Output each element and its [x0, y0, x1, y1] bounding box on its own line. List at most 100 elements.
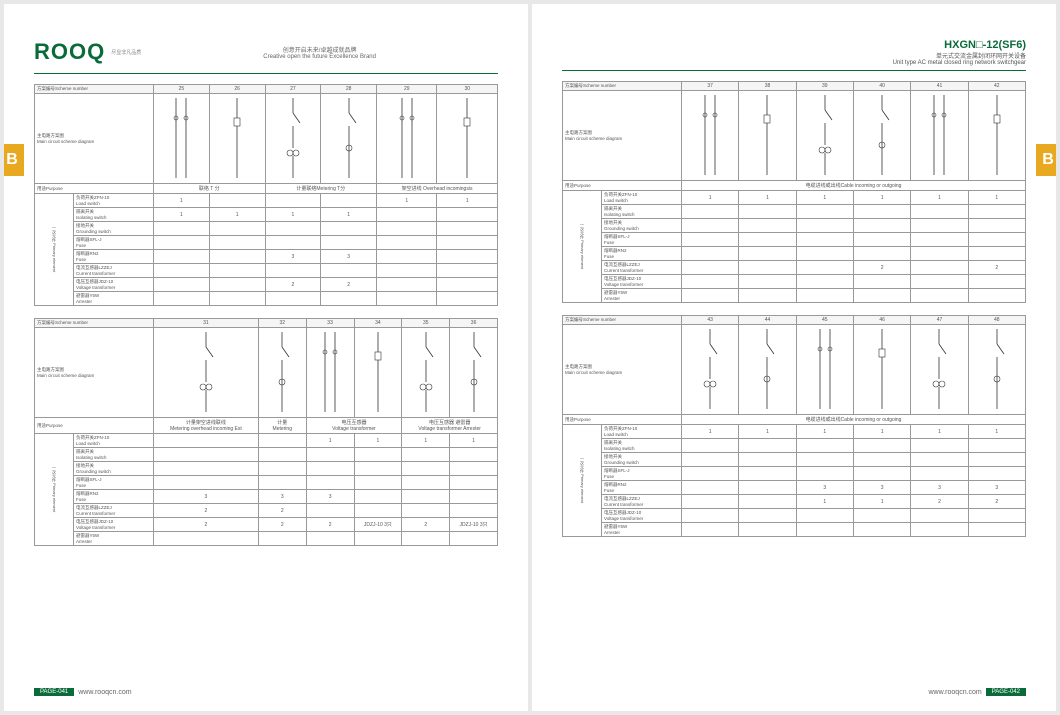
- data-cell: 1: [402, 434, 450, 448]
- data-cell: [796, 233, 853, 247]
- purpose-cell: 电压互感器Voltage transformer: [306, 418, 402, 434]
- page-number: PAGE-041: [34, 688, 74, 696]
- data-cell: [911, 261, 968, 275]
- data-cell: [306, 476, 354, 490]
- circuit-diagram: [739, 91, 796, 181]
- data-cell: 1: [968, 191, 1025, 205]
- data-cell: [437, 208, 498, 222]
- data-cell: 1: [911, 191, 968, 205]
- data-cell: 1: [739, 191, 796, 205]
- purpose-cell: 计量联络Metering T分: [265, 184, 377, 194]
- data-cell: [968, 439, 1025, 453]
- data-cell: [437, 222, 498, 236]
- purpose-cell: 电缆进线或出线Cable incoming or outgoing: [682, 181, 1026, 191]
- header: ROOQ 尽显非凡品质 创意开启未来/卓越成就品牌 Creative open …: [34, 39, 498, 65]
- col-header: 36: [450, 319, 498, 328]
- col-header: 38: [739, 82, 796, 91]
- data-cell: 1: [796, 425, 853, 439]
- data-cell: [796, 509, 853, 523]
- left-page: B ROOQ 尽显非凡品质 创意开启未来/卓越成就品牌 Creative ope…: [4, 4, 528, 711]
- data-cell: 1: [437, 194, 498, 208]
- data-cell: [321, 236, 377, 250]
- data-cell: [796, 219, 853, 233]
- data-cell: [209, 194, 265, 208]
- data-cell: 1: [739, 425, 796, 439]
- component-label: 电压互感器JDZ-10Voltage transformer: [74, 518, 154, 532]
- data-cell: [437, 236, 498, 250]
- data-cell: [154, 250, 210, 264]
- purpose-cell: 计量Metering: [258, 418, 306, 434]
- primary-element-label: 一次元件 Primary element: [35, 194, 74, 306]
- data-cell: 2: [154, 518, 259, 532]
- data-cell: 3: [306, 490, 354, 504]
- data-cell: 1: [853, 495, 910, 509]
- section-tab: B: [1036, 144, 1056, 176]
- data-cell: 1: [209, 208, 265, 222]
- data-cell: [796, 467, 853, 481]
- data-cell: [682, 247, 739, 261]
- data-cell: [209, 222, 265, 236]
- data-cell: [682, 261, 739, 275]
- component-label: 电流互感器LZZEJCurrent transformer: [602, 261, 682, 275]
- diagram-label: 主电路方案图Main circuit scheme diagram: [35, 94, 154, 184]
- scheme-label: 方案编号Scheme number: [35, 319, 154, 328]
- data-cell: [739, 467, 796, 481]
- data-cell: [437, 292, 498, 306]
- data-cell: [377, 222, 437, 236]
- scheme-label: 方案编号Scheme number: [35, 85, 154, 94]
- scheme-table: 方案编号Scheme number373839404142主电路方案图Main …: [562, 81, 1026, 303]
- data-cell: 1: [154, 208, 210, 222]
- data-cell: [682, 205, 739, 219]
- data-cell: [739, 481, 796, 495]
- data-cell: 1: [682, 191, 739, 205]
- data-cell: 2: [968, 261, 1025, 275]
- data-cell: [739, 233, 796, 247]
- purpose-cell: 架空进线 Overhead incomingsis: [377, 184, 498, 194]
- data-cell: [154, 434, 259, 448]
- component-label: 电压互感器JDZ-10Voltage transformer: [602, 275, 682, 289]
- col-header: 27: [265, 85, 321, 94]
- data-cell: [853, 453, 910, 467]
- data-cell: [911, 453, 968, 467]
- data-cell: [968, 453, 1025, 467]
- component-label: 电流互感器LZZEJCurrent transformer: [74, 504, 154, 518]
- component-label: 负荷开关ZFN-10Load switch: [74, 434, 154, 448]
- component-label: 负荷开关ZFN-10Load switch: [74, 194, 154, 208]
- data-cell: 2: [853, 261, 910, 275]
- data-cell: [682, 275, 739, 289]
- scheme-label: 方案编号Scheme number: [563, 316, 682, 325]
- data-cell: [853, 509, 910, 523]
- circuit-diagram: [853, 325, 910, 415]
- component-label: 熔断器SFL-JFuse: [74, 236, 154, 250]
- purpose-label: 用途Purpose: [35, 418, 154, 434]
- data-cell: [968, 205, 1025, 219]
- data-cell: [853, 523, 910, 537]
- data-cell: [209, 292, 265, 306]
- data-cell: [377, 208, 437, 222]
- circuit-diagram: [377, 94, 437, 184]
- data-cell: [796, 247, 853, 261]
- data-cell: [265, 292, 321, 306]
- data-cell: [911, 275, 968, 289]
- data-cell: [739, 205, 796, 219]
- data-cell: [682, 495, 739, 509]
- data-cell: [911, 205, 968, 219]
- component-label: 隔离开关Isolating switch: [74, 208, 154, 222]
- data-cell: [739, 495, 796, 509]
- data-cell: [154, 222, 210, 236]
- tagline-cn: 创意开启未来/卓越成就品牌: [141, 45, 498, 54]
- data-cell: 3: [154, 490, 259, 504]
- data-cell: [796, 275, 853, 289]
- purpose-cell: 计量架空进线联线Metering overhead incoming Est: [154, 418, 259, 434]
- data-cell: [682, 509, 739, 523]
- data-cell: [258, 448, 306, 462]
- data-cell: [968, 523, 1025, 537]
- data-cell: [354, 448, 402, 462]
- col-header: 42: [968, 82, 1025, 91]
- data-cell: [911, 523, 968, 537]
- data-cell: [739, 523, 796, 537]
- data-cell: [739, 247, 796, 261]
- data-cell: [968, 509, 1025, 523]
- data-cell: [450, 490, 498, 504]
- data-cell: [154, 532, 259, 546]
